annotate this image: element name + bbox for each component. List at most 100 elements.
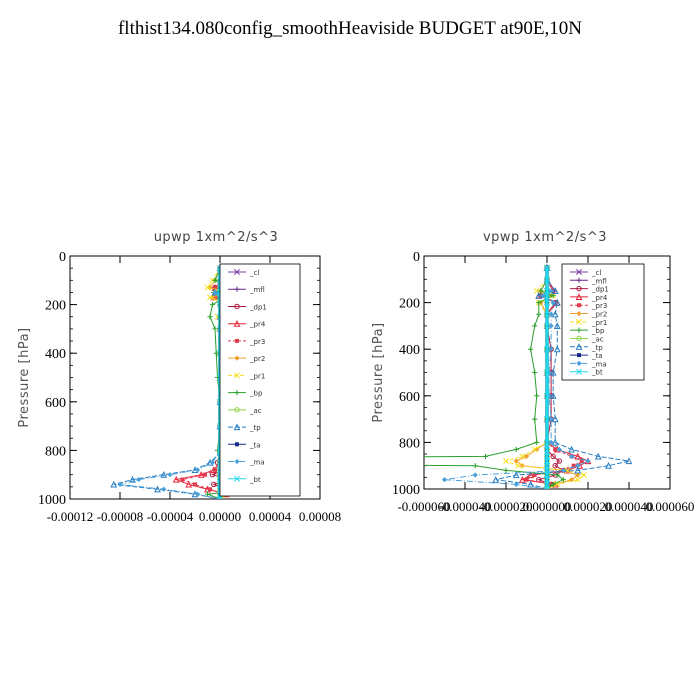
series-point-_bp	[538, 288, 544, 294]
series-point-_bt	[544, 481, 550, 488]
x-tick-label: 0.00008	[299, 509, 341, 524]
series-point-_tp	[160, 470, 168, 478]
series-point-_tp	[551, 415, 559, 423]
series-point-_bp	[209, 302, 216, 308]
series-point-_ma	[556, 446, 562, 452]
legend-marker-_tp	[233, 423, 241, 431]
x-tick-label: 0.00000	[199, 509, 241, 524]
series-point-_bt	[544, 369, 550, 376]
series-point-_ma	[548, 416, 554, 422]
x-tick-label: 0.000020	[564, 499, 613, 514]
series-point-_bt	[544, 287, 550, 294]
series-point-_tp	[594, 452, 602, 460]
series-point-_pr1	[207, 294, 213, 301]
panel-vpwp: vpwp 1xm^2/s^3 Pressure [hPa] 0 200 400 600 80…	[371, 230, 694, 514]
legend-marker-_cl	[576, 269, 582, 275]
legend-marker-_dp1	[234, 303, 240, 310]
legend-box	[219, 263, 301, 497]
series-point-_tp	[512, 471, 520, 479]
legend-marker-_pr1	[234, 372, 240, 379]
series-point-_pr3	[579, 459, 584, 464]
series-point-_tp	[549, 368, 557, 376]
series-point-_ma	[550, 300, 556, 306]
series-point-_bt	[544, 276, 550, 283]
legend-label-_dp1: _dp1	[591, 286, 609, 294]
series-point-_ma	[548, 323, 554, 329]
legend-marker-_mfl	[234, 286, 240, 292]
y-tick-label: 600	[399, 390, 420, 405]
series-point-_bt	[544, 458, 550, 464]
series-point-_bp	[212, 277, 218, 283]
series-point-_pr3	[524, 477, 529, 482]
series-point-_ma	[548, 346, 554, 352]
series-point-_ma	[194, 491, 201, 497]
legend-label-_ma: _ma	[591, 360, 607, 368]
legend-label-_pr2: _pr2	[249, 355, 265, 363]
legend-marker-_ma	[576, 360, 582, 366]
series-point-_ma	[540, 293, 546, 299]
y-tick-label: 800	[399, 436, 420, 451]
legend-marker-_pr2	[234, 355, 240, 361]
series-point-_tp	[551, 287, 559, 295]
series-point-_tp	[535, 291, 543, 299]
x-tick-label: 0.000000	[523, 499, 572, 514]
series-point-_pr1	[204, 284, 211, 291]
series-point-_dp1	[211, 481, 217, 488]
series-point-_pr3	[203, 472, 207, 477]
legend-marker-_pr4	[233, 319, 241, 327]
x-tick-label: -0.00008	[97, 509, 144, 524]
series-point-_tp	[129, 475, 136, 483]
legend-label-_dp1: _dp1	[249, 303, 267, 311]
series-point-_pr1	[554, 481, 561, 488]
series-point-_ma	[212, 289, 218, 296]
series-point-_bp	[536, 311, 542, 317]
series-point-_tp	[605, 461, 612, 469]
legend-label-_ma: _ma	[249, 459, 265, 467]
series-point-_bt	[544, 416, 550, 423]
y-tick-label: 600	[45, 396, 66, 411]
series-point-_bt	[544, 462, 550, 469]
legend-marker-_dp1	[576, 285, 582, 292]
series-point-_pr4	[185, 480, 193, 488]
series-point-_bp	[528, 346, 534, 352]
legend-label-_ta: _ta	[591, 352, 603, 360]
x-tick-label: -0.000020	[479, 499, 532, 514]
series-point-_bp	[212, 326, 218, 332]
y-tick-label: 200	[45, 299, 66, 314]
series-point-_bp	[550, 481, 556, 487]
legend-marker-_ta	[235, 442, 239, 447]
series-point-_tp	[553, 345, 561, 353]
series-point-_tp	[551, 438, 559, 446]
panel-title: vpwp 1xm^2/s^3	[483, 230, 607, 245]
series-point-_bt	[544, 439, 550, 446]
series-point-_bp	[532, 416, 538, 422]
x-tick-label: -0.00004	[147, 509, 194, 524]
series-point-_pr3	[193, 482, 197, 487]
legend-marker-_pr3	[577, 303, 581, 308]
series-point-_bp	[554, 472, 560, 478]
legend-label-_pr3: _pr3	[591, 302, 607, 310]
legend-marker-_pr2	[576, 310, 582, 317]
legend-label-_mfl: _mfl	[249, 286, 265, 294]
series-point-_tp	[492, 475, 500, 483]
series-point-_bt	[544, 299, 550, 306]
series-point-_pr1	[515, 462, 522, 469]
series-point-_dp1	[552, 463, 558, 469]
series-point-_bt	[544, 322, 550, 329]
series-point-_bp	[482, 453, 489, 459]
legend-label-_bp: _bp	[591, 327, 605, 335]
series-point-_pr2	[513, 458, 519, 464]
series-point-_tp	[553, 298, 561, 306]
series-point-_ma	[117, 481, 123, 488]
series-point-_pr2	[207, 284, 213, 291]
figure-title: flthist134.080config_smoothHeaviside BUD…	[117, 18, 583, 39]
series-point-_tp	[551, 310, 559, 318]
legend-marker-_bt	[576, 368, 582, 375]
series-point-_ma	[585, 458, 591, 464]
series-point-_pr4	[172, 475, 180, 483]
series-point-_pr1	[580, 472, 587, 478]
legend: _cl _mfl _dp1 _pr4 _pr3 _pr2 _pr1 _bp _ac _tp _ta _…	[219, 263, 301, 497]
series-point-_tp	[527, 480, 535, 488]
legend-label-_mfl: _mfl	[591, 277, 607, 285]
